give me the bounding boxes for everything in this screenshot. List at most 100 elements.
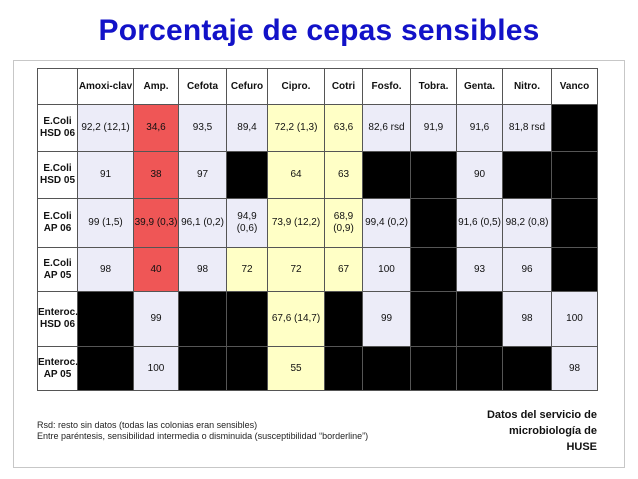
column-header: Tobra.: [410, 68, 457, 105]
table-cell: 100: [362, 247, 411, 292]
table-cell: [502, 346, 552, 391]
column-header: Genta.: [456, 68, 503, 105]
sensitivity-table: Amoxi-clav Amp. Cefota Cefuro Cipro. Cotri Fos…: [37, 68, 598, 391]
table-cell: 98,2 (0,8): [502, 198, 552, 248]
table-cell: [551, 198, 598, 248]
row-header: E.Coli HSD 06: [37, 104, 78, 152]
table-cell: 40: [133, 247, 179, 292]
table-cell: [362, 151, 411, 199]
table-cell: [410, 247, 457, 292]
table-cell: 63: [324, 151, 363, 199]
table-cell: 98: [502, 291, 552, 347]
row-header: E.Coli HSD 05: [37, 151, 78, 199]
table-row: Enteroc. HSD 06 99 67,6 (14,7) 99 98 100: [37, 291, 598, 347]
table-cell: 68,9 (0,9): [324, 198, 363, 248]
table-cell: 99: [133, 291, 179, 347]
table-row: E.Coli HSD 06 92,2 (12,1) 34,6 93,5 89,4 72,2…: [37, 104, 598, 152]
table-cell: 99: [362, 291, 411, 347]
table-cell: [410, 151, 457, 199]
table-cell: [410, 346, 457, 391]
table-cell: [456, 346, 503, 391]
table-cell: 38: [133, 151, 179, 199]
footnote: Rsd: resto sin datos (todas las colonias…: [37, 420, 457, 442]
source-line-1: Datos del servicio de: [486, 409, 597, 421]
column-header: Cotri: [324, 68, 363, 105]
table-cell: [77, 291, 134, 347]
table-cell: 92,2 (12,1): [77, 104, 134, 152]
table-cell: [410, 198, 457, 248]
header-row: Amoxi-clav Amp. Cefota Cefuro Cipro. Cotri Fos…: [37, 68, 598, 105]
table-cell: [551, 104, 598, 152]
column-header: Nitro.: [502, 68, 552, 105]
source-line-2: microbiología de: [508, 425, 597, 437]
table-cell: [226, 151, 268, 199]
slide-title: Porcentaje de cepas sensibles: [98, 14, 540, 47]
table-cell: 64: [267, 151, 325, 199]
table-row: Enteroc. AP 05 100 55 98: [37, 346, 598, 391]
table-cell: 34,6: [133, 104, 179, 152]
table-row: E.Coli AP 06 99 (1,5) 39,9 (0,3) 96,1 (0,2)…: [37, 198, 598, 248]
table-cell: [551, 247, 598, 292]
table-cell: 100: [551, 291, 598, 347]
table-cell: 96,1 (0,2): [178, 198, 227, 248]
table-cell: 73,9 (12,2): [267, 198, 325, 248]
table-cell: [551, 151, 598, 199]
row-header: E.Coli AP 06: [37, 198, 78, 248]
table-cell: 63,6: [324, 104, 363, 152]
row-header: E.Coli AP 05: [37, 247, 78, 292]
column-header: Fosfo.: [362, 68, 411, 105]
table-cell: [226, 346, 268, 391]
source-line-3: HUSE: [566, 441, 597, 453]
table-cell: 39,9 (0,3): [133, 198, 179, 248]
table-cell: 99,4 (0,2): [362, 198, 411, 248]
table-cell: [324, 346, 363, 391]
table-cell: 98: [178, 247, 227, 292]
row-header: Enteroc. HSD 06: [37, 291, 78, 347]
table-cell: [502, 151, 552, 199]
table-cell: 100: [133, 346, 179, 391]
footnote-line-1: Rsd: resto sin datos (todas las colonias…: [37, 420, 258, 430]
table-cell: 72,2 (1,3): [267, 104, 325, 152]
table-cell: [178, 291, 227, 347]
table-cell: [178, 346, 227, 391]
table-cell: 72: [226, 247, 268, 292]
table-cell: [410, 291, 457, 347]
table-cell: 72: [267, 247, 325, 292]
table-row: E.Coli AP 05 98 40 98 72 72 67 100 93 96: [37, 247, 598, 292]
table-cell: 55: [267, 346, 325, 391]
column-header: Cefota: [178, 68, 227, 105]
table-cell: 67,6 (14,7): [267, 291, 325, 347]
table-cell: [226, 291, 268, 347]
table-row: E.Coli HSD 05 91 38 97 64 63 90: [37, 151, 598, 199]
table-cell: 97: [178, 151, 227, 199]
table-cell: 91,6 (0,5): [456, 198, 503, 248]
row-header: Enteroc. AP 05: [37, 346, 78, 391]
table-cell: [456, 291, 503, 347]
footnote-line-2: Entre paréntesis, sensibilidad intermedi…: [37, 431, 369, 441]
table-cell: [362, 346, 411, 391]
table-cell: 67: [324, 247, 363, 292]
column-header: Amoxi-clav: [77, 68, 134, 105]
table-cell: 98: [551, 346, 598, 391]
column-header: Cipro.: [267, 68, 325, 105]
data-source: Datos del servicio de microbiología de H…: [445, 407, 597, 455]
table-cell: 90: [456, 151, 503, 199]
table-cell: 94,9 (0,6): [226, 198, 268, 248]
table-cell: 91: [77, 151, 134, 199]
table-cell: 96: [502, 247, 552, 292]
slide-frame: [13, 60, 625, 468]
table-cell: 98: [77, 247, 134, 292]
column-header: Vanco: [551, 68, 598, 105]
table-cell: 91,9: [410, 104, 457, 152]
table-cell: 99 (1,5): [77, 198, 134, 248]
table-cell: 81,8 rsd: [502, 104, 552, 152]
table-cell: [77, 346, 134, 391]
table-cell: 91,6: [456, 104, 503, 152]
table-cell: [324, 291, 363, 347]
column-header: Amp.: [133, 68, 179, 105]
column-header: Cefuro: [226, 68, 268, 105]
table-cell: 89,4: [226, 104, 268, 152]
table-cell: 93,5: [178, 104, 227, 152]
header-corner: [37, 68, 78, 105]
table-cell: 93: [456, 247, 503, 292]
